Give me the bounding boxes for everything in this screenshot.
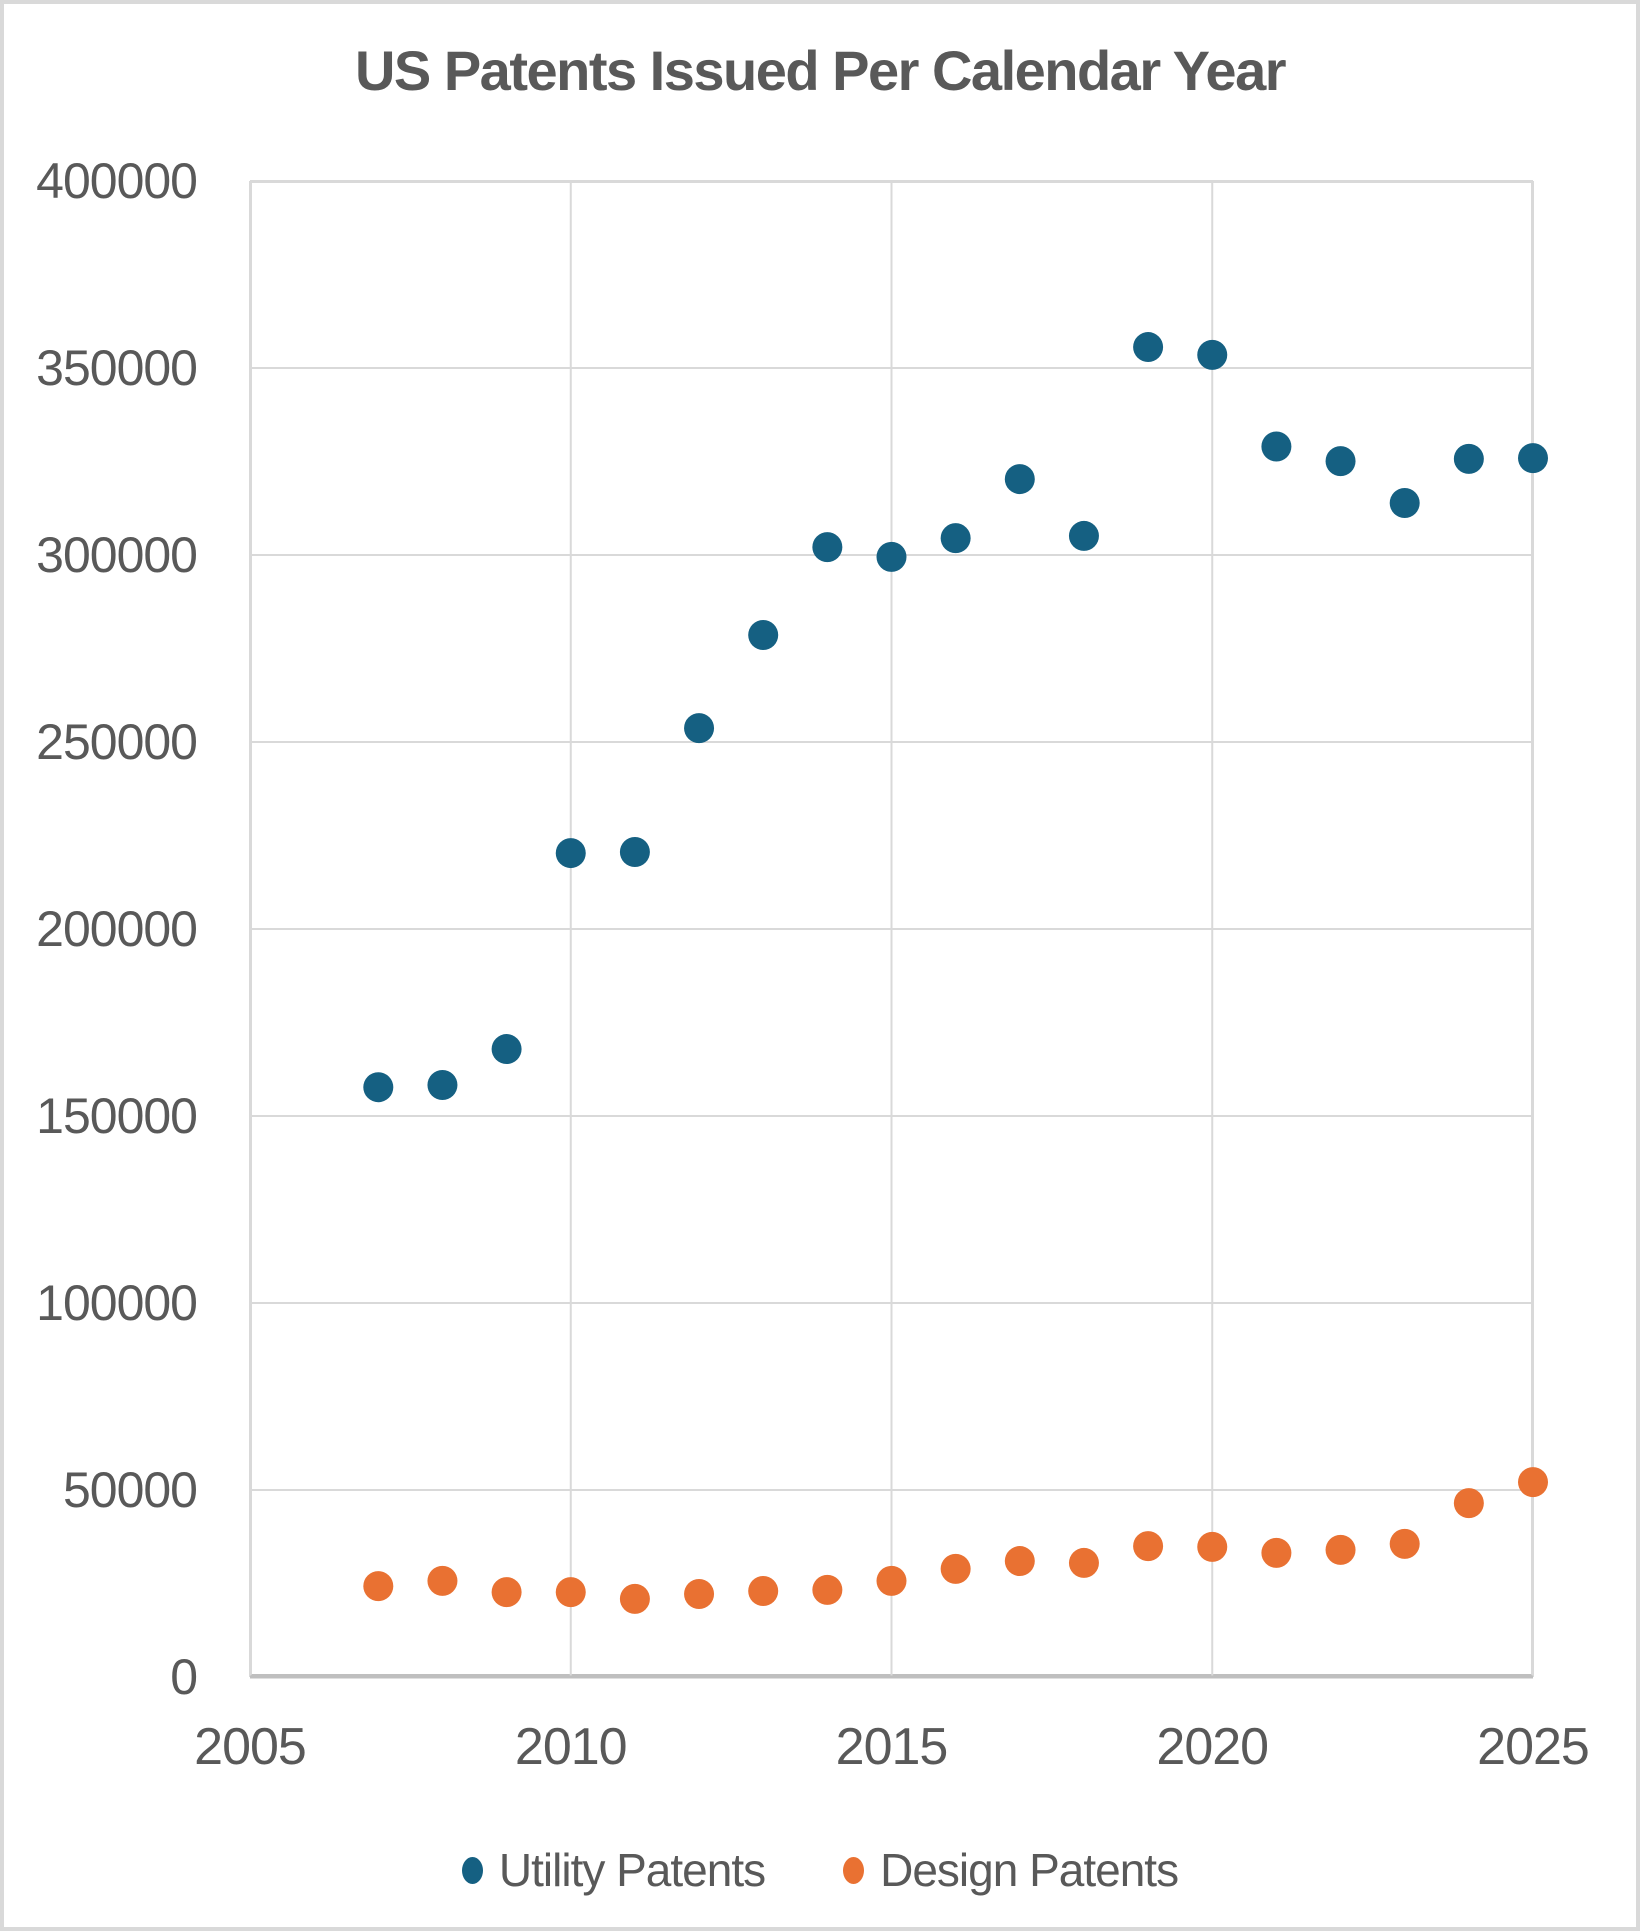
data-point-utility <box>940 523 971 554</box>
x-tick-label: 2005 <box>194 1718 307 1776</box>
data-point-utility <box>1197 339 1228 370</box>
data-point-design <box>1453 1488 1484 1519</box>
data-point-design <box>1518 1467 1548 1498</box>
data-point-utility <box>684 713 715 744</box>
data-point-design <box>748 1575 779 1606</box>
y-tick-label: 0 <box>170 1649 198 1705</box>
data-point-design <box>1133 1531 1164 1562</box>
y-tick-label: 400000 <box>36 153 198 209</box>
legend-marker-design-icon <box>843 1856 865 1884</box>
data-point-design <box>812 1574 843 1605</box>
data-point-design <box>1004 1546 1035 1577</box>
x-tick-label: 2015 <box>835 1718 949 1776</box>
data-point-utility <box>1133 332 1164 363</box>
data-point-utility <box>1261 431 1292 462</box>
legend-label-utility: Utility Patents <box>498 1844 766 1896</box>
data-point-design <box>684 1578 715 1609</box>
y-tick-label: 150000 <box>36 1088 198 1144</box>
legend-marker-utility-icon <box>461 1856 483 1884</box>
data-point-design <box>876 1565 907 1596</box>
y-tick-label: 250000 <box>36 714 198 770</box>
data-point-utility <box>876 541 907 572</box>
y-tick-label: 300000 <box>36 527 198 583</box>
data-point-design <box>363 1571 394 1602</box>
data-point-design <box>1068 1547 1099 1578</box>
plot-layer <box>249 180 1548 1679</box>
data-point-utility <box>1068 520 1099 551</box>
data-point-utility <box>491 1034 522 1065</box>
data-point-utility <box>748 620 779 651</box>
y-tick-label: 350000 <box>36 340 198 396</box>
data-point-utility <box>1325 446 1356 477</box>
data-point-design <box>491 1577 522 1608</box>
data-point-utility <box>619 836 650 867</box>
legend: Utility Patents Design Patents <box>0 1843 1640 1897</box>
data-point-utility <box>1453 443 1484 474</box>
data-point-utility <box>1004 464 1035 495</box>
data-point-utility <box>1389 488 1420 519</box>
legend-item-design: Design Patents <box>843 1843 1179 1897</box>
legend-item-utility: Utility Patents <box>461 1843 766 1897</box>
x-tick-label: 2025 <box>1477 1718 1590 1776</box>
chart-title: US Patents Issued Per Calendar Year <box>354 39 1287 102</box>
data-point-design <box>1197 1531 1228 1562</box>
data-point-design <box>1261 1537 1292 1568</box>
legend-label-design: Design Patents <box>880 1844 1179 1896</box>
data-point-utility <box>427 1069 458 1100</box>
data-point-utility <box>1518 443 1548 474</box>
data-point-utility <box>555 838 586 869</box>
data-point-design <box>940 1553 971 1584</box>
x-tick-label: 2010 <box>514 1718 628 1776</box>
y-tick-label: 50000 <box>62 1462 198 1518</box>
data-point-design <box>555 1577 586 1608</box>
data-point-design <box>1389 1528 1420 1559</box>
data-point-design <box>1325 1534 1356 1565</box>
x-tick-label: 2020 <box>1156 1718 1269 1776</box>
y-tick-label: 200000 <box>36 901 198 957</box>
y-tick-label: 100000 <box>36 1275 198 1331</box>
data-point-utility <box>363 1072 394 1103</box>
data-point-utility <box>812 532 843 563</box>
data-point-design <box>427 1565 458 1596</box>
data-point-design <box>619 1583 650 1614</box>
